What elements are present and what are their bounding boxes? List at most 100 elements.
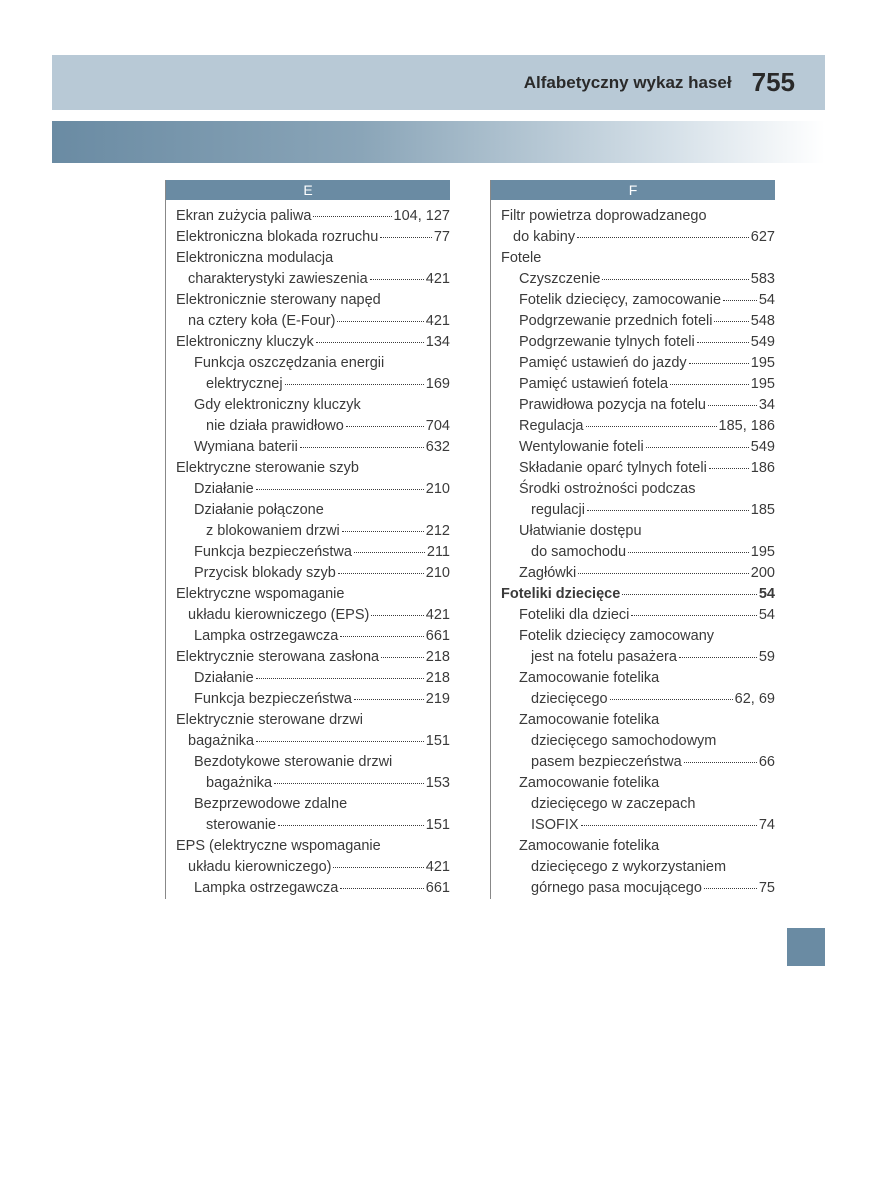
index-entry-page: 218 xyxy=(426,668,450,689)
index-entry-text: pasem bezpieczeństwa xyxy=(531,752,682,773)
index-entry-page: 219 xyxy=(426,689,450,710)
index-entry: Ekran zużycia paliwa104, 127 xyxy=(166,206,450,227)
leader-dots xyxy=(646,447,749,448)
index-entry-text: Regulacja xyxy=(519,416,584,437)
index-entry-page: 661 xyxy=(426,878,450,899)
index-entry-page: 77 xyxy=(434,227,450,248)
leader-dots xyxy=(338,573,424,574)
index-entry: Wentylowanie foteli549 xyxy=(491,437,775,458)
leader-dots xyxy=(340,888,424,889)
index-entry-page: 200 xyxy=(751,563,775,584)
index-entry-text: Lampka ostrzegawcza xyxy=(194,878,338,899)
index-entry-text: bagażnika xyxy=(188,731,254,752)
letter-heading-f: F xyxy=(491,180,775,200)
index-entry: Fotelik dziecięcy, zamocowanie54 xyxy=(491,290,775,311)
index-entry: Lampka ostrzegawcza 661 xyxy=(166,878,450,899)
index-entry-text: bagażnika xyxy=(206,773,272,794)
leader-dots xyxy=(337,321,423,322)
index-entry-page: 218 xyxy=(426,647,450,668)
index-entry-text: układu kierowniczego (EPS) xyxy=(188,605,369,626)
index-entry: regulacji185 xyxy=(491,500,775,521)
index-entry: Fotelik dziecięcy zamocowany xyxy=(491,626,775,647)
index-entry: Elektrycznie sterowane drzwi xyxy=(166,710,450,731)
leader-dots xyxy=(333,867,423,868)
index-entry-text: Pamięć ustawień fotela xyxy=(519,374,668,395)
leader-dots xyxy=(274,783,424,784)
index-entry-text: Foteliki dla dzieci xyxy=(519,605,629,626)
index-entry-text: EPS (elektryczne wspomaganie xyxy=(176,836,381,857)
index-entry-text: regulacji xyxy=(531,500,585,521)
index-entry: Środki ostrożności podczas xyxy=(491,479,775,500)
index-entry-page: 627 xyxy=(751,227,775,248)
index-entry: Funkcja bezpieczeństwa219 xyxy=(166,689,450,710)
index-entry: Gdy elektroniczny kluczyk xyxy=(166,395,450,416)
leader-dots xyxy=(723,300,757,301)
index-entry: Ułatwianie dostępu xyxy=(491,521,775,542)
index-entry-text: Działanie xyxy=(194,479,254,500)
index-entry: elektrycznej169 xyxy=(166,374,450,395)
index-entry-text: elektrycznej xyxy=(206,374,283,395)
leader-dots xyxy=(354,699,424,700)
index-entry: Zamocowanie fotelika xyxy=(491,836,775,857)
index-entry-text: dziecięcego z wykorzystaniem xyxy=(531,857,726,878)
leader-dots xyxy=(684,762,757,763)
index-entry-text: nie działa prawidłowo xyxy=(206,416,344,437)
index-entry-page: 421 xyxy=(426,311,450,332)
index-entry: do samochodu195 xyxy=(491,542,775,563)
index-entry: EPS (elektryczne wspomaganie xyxy=(166,836,450,857)
index-entry-text: układu kierowniczego) xyxy=(188,857,331,878)
leader-dots xyxy=(714,321,748,322)
index-column-f: F Filtr powietrza doprowadzanegodo kabin… xyxy=(490,180,775,899)
leader-dots xyxy=(370,279,424,280)
index-entry-text: Bezprzewodowe zdalne xyxy=(194,794,347,815)
index-entry: Pamięć ustawień do jazdy195 xyxy=(491,353,775,374)
index-entry-text: Wymiana baterii xyxy=(194,437,298,458)
index-entry-text: Elektronicznie sterowany napęd xyxy=(176,290,381,311)
index-entry-page: 185, 186 xyxy=(719,416,775,437)
index-entry-page: 75 xyxy=(759,878,775,899)
leader-dots xyxy=(371,615,423,616)
index-entry: na cztery koła (E-Four)421 xyxy=(166,311,450,332)
index-entry-page: 421 xyxy=(426,857,450,878)
index-entry-text: Wentylowanie foteli xyxy=(519,437,644,458)
index-entry-text: Foteliki dziecięce xyxy=(501,584,620,605)
index-entry-text: sterowanie xyxy=(206,815,276,836)
header-title: Alfabetyczny wykaz haseł xyxy=(524,73,732,93)
leader-dots xyxy=(708,405,757,406)
index-entry: Funkcja bezpieczeństwa211 xyxy=(166,542,450,563)
index-entry-text: Funkcja bezpieczeństwa xyxy=(194,542,352,563)
leader-dots xyxy=(380,237,432,238)
index-entry-page: 195 xyxy=(751,353,775,374)
index-entry-text: Ekran zużycia paliwa xyxy=(176,206,311,227)
index-entry-text: Czyszczenie xyxy=(519,269,600,290)
index-entry-text: górnego pasa mocującego xyxy=(531,878,702,899)
index-entry: Elektroniczna blokada rozruchu77 xyxy=(166,227,450,248)
index-entry-text: z blokowaniem drzwi xyxy=(206,521,340,542)
leader-dots xyxy=(704,888,757,889)
index-entry: Elektroniczny kluczyk134 xyxy=(166,332,450,353)
index-entry-page: 74 xyxy=(759,815,775,836)
index-entry: Działanie połączone xyxy=(166,500,450,521)
index-entry-text: jest na fotelu pasażera xyxy=(531,647,677,668)
index-entry: pasem bezpieczeństwa 66 xyxy=(491,752,775,773)
leader-dots xyxy=(340,636,424,637)
index-entry-text: Ułatwianie dostępu xyxy=(519,521,642,542)
index-entry: nie działa prawidłowo704 xyxy=(166,416,450,437)
leader-dots xyxy=(381,657,424,658)
index-entry: Funkcja oszczędzania energii xyxy=(166,353,450,374)
index-entry-text: Zamocowanie fotelika xyxy=(519,668,659,689)
leader-dots xyxy=(610,699,733,700)
index-entry-text: Działanie połączone xyxy=(194,500,324,521)
index-entry: Pamięć ustawień fotela 195 xyxy=(491,374,775,395)
index-entry: Elektrycznie sterowana zasłona218 xyxy=(166,647,450,668)
leader-dots xyxy=(586,426,717,427)
index-entry-text: Podgrzewanie tylnych foteli xyxy=(519,332,695,353)
leader-dots xyxy=(628,552,749,553)
index-entry-page: 66 xyxy=(759,752,775,773)
index-entry-page: 195 xyxy=(751,374,775,395)
index-entry-text: ISOFIX xyxy=(531,815,579,836)
index-entry-text: Elektrycznie sterowane drzwi xyxy=(176,710,363,731)
index-entry: ISOFIX 74 xyxy=(491,815,775,836)
leader-dots xyxy=(256,741,424,742)
index-entry-text: dziecięcego samochodowym xyxy=(531,731,716,752)
